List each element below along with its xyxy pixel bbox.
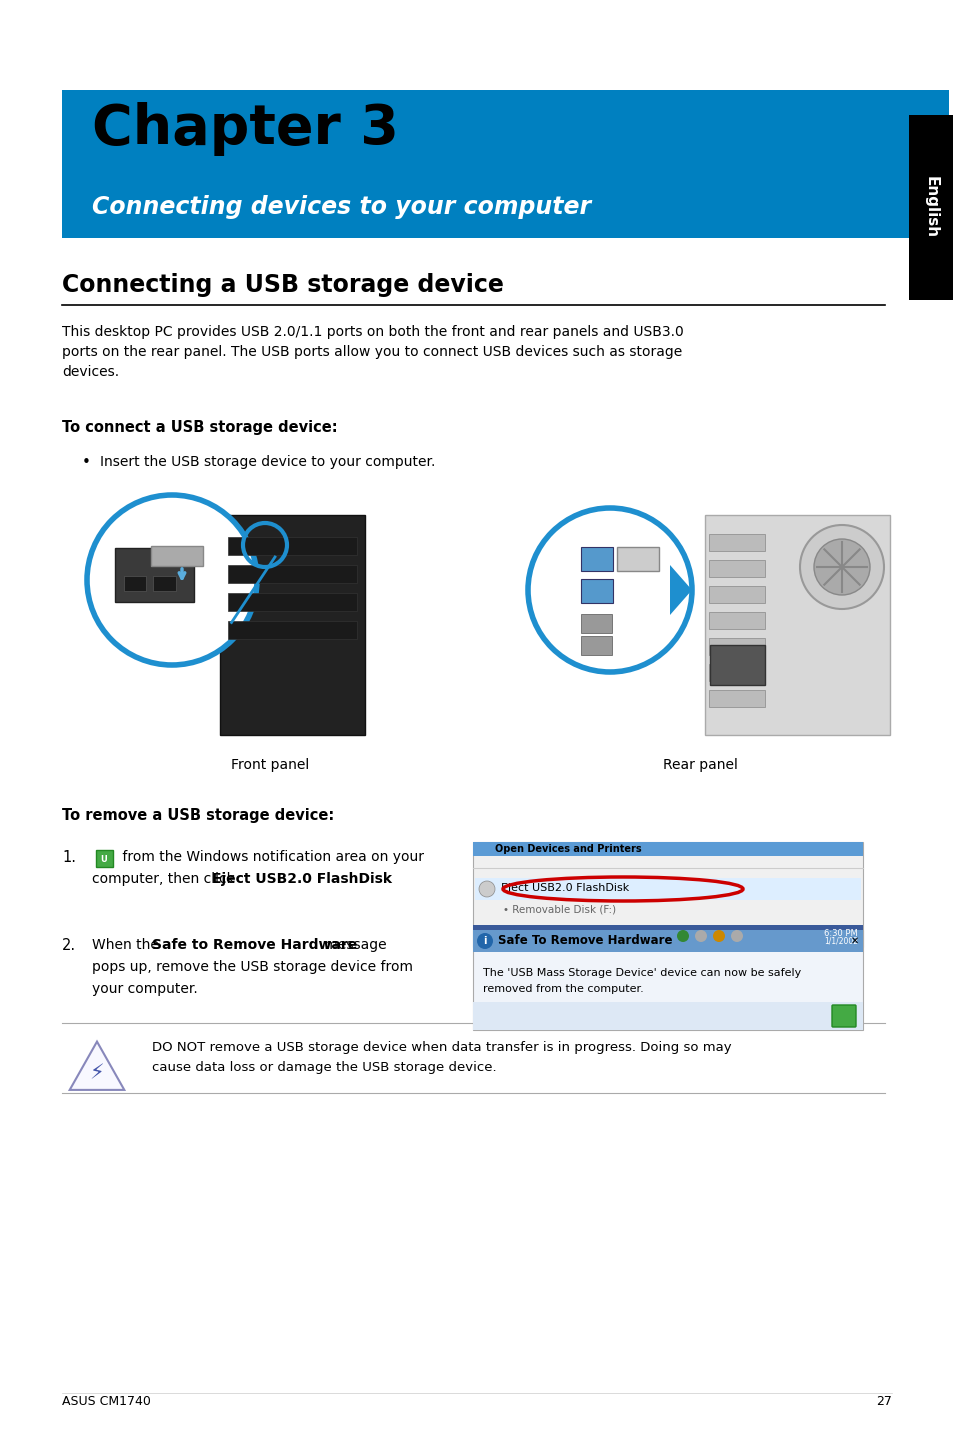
FancyBboxPatch shape bbox=[228, 621, 356, 638]
Text: When the: When the bbox=[91, 938, 163, 952]
Text: DO NOT remove a USB storage device when data transfer is in progress. Doing so m: DO NOT remove a USB storage device when … bbox=[152, 1041, 731, 1054]
Text: • Removable Disk (F:): • Removable Disk (F:) bbox=[502, 905, 616, 915]
FancyBboxPatch shape bbox=[709, 611, 764, 628]
FancyBboxPatch shape bbox=[709, 689, 764, 706]
Text: Safe To Remove Hardware: Safe To Remove Hardware bbox=[497, 935, 672, 948]
FancyBboxPatch shape bbox=[581, 636, 612, 654]
FancyBboxPatch shape bbox=[709, 663, 764, 680]
Text: The 'USB Mass Storage Device' device can now be safely: The 'USB Mass Storage Device' device can… bbox=[482, 968, 801, 978]
Circle shape bbox=[712, 930, 724, 942]
Text: Eject USB2.0 FlashDisk: Eject USB2.0 FlashDisk bbox=[500, 883, 629, 893]
FancyBboxPatch shape bbox=[473, 925, 862, 948]
FancyBboxPatch shape bbox=[151, 546, 203, 567]
FancyBboxPatch shape bbox=[908, 115, 953, 301]
Circle shape bbox=[476, 933, 493, 949]
Text: Connecting devices to your computer: Connecting devices to your computer bbox=[91, 196, 591, 219]
Circle shape bbox=[527, 508, 691, 672]
Text: Eject USB2.0 FlashDisk: Eject USB2.0 FlashDisk bbox=[212, 871, 392, 886]
Text: .: . bbox=[359, 871, 364, 886]
FancyBboxPatch shape bbox=[831, 1005, 855, 1027]
Text: To remove a USB storage device:: To remove a USB storage device: bbox=[62, 808, 334, 823]
Circle shape bbox=[478, 881, 495, 897]
Text: To connect a USB storage device:: To connect a USB storage device: bbox=[62, 420, 337, 436]
Text: Chapter 3: Chapter 3 bbox=[91, 102, 398, 155]
FancyBboxPatch shape bbox=[709, 533, 764, 551]
FancyBboxPatch shape bbox=[709, 646, 764, 684]
FancyBboxPatch shape bbox=[473, 843, 862, 948]
FancyBboxPatch shape bbox=[115, 548, 193, 603]
Circle shape bbox=[800, 525, 883, 610]
Text: ports on the rear panel. The USB ports allow you to connect USB devices such as : ports on the rear panel. The USB ports a… bbox=[62, 345, 681, 360]
Text: message: message bbox=[319, 938, 386, 952]
FancyBboxPatch shape bbox=[220, 515, 365, 735]
Circle shape bbox=[87, 495, 256, 664]
FancyBboxPatch shape bbox=[704, 515, 889, 735]
FancyBboxPatch shape bbox=[709, 585, 764, 603]
FancyBboxPatch shape bbox=[580, 580, 613, 603]
Text: Connecting a USB storage device: Connecting a USB storage device bbox=[62, 273, 503, 298]
Text: your computer.: your computer. bbox=[91, 982, 197, 997]
Text: from the Windows notification area on your: from the Windows notification area on yo… bbox=[118, 850, 423, 864]
FancyBboxPatch shape bbox=[473, 930, 862, 1030]
FancyBboxPatch shape bbox=[473, 843, 862, 856]
Circle shape bbox=[813, 539, 869, 595]
Text: 2.: 2. bbox=[62, 938, 76, 953]
Text: U: U bbox=[100, 854, 108, 863]
Text: ✕: ✕ bbox=[850, 936, 858, 946]
Text: Front panel: Front panel bbox=[231, 758, 309, 772]
Text: Open Devices and Printers: Open Devices and Printers bbox=[495, 844, 641, 854]
Text: Insert the USB storage device to your computer.: Insert the USB storage device to your co… bbox=[100, 454, 435, 469]
Text: i: i bbox=[483, 936, 486, 946]
Text: 27: 27 bbox=[875, 1395, 891, 1408]
FancyBboxPatch shape bbox=[228, 592, 356, 611]
Text: English: English bbox=[923, 177, 938, 239]
FancyBboxPatch shape bbox=[153, 575, 176, 591]
FancyBboxPatch shape bbox=[709, 637, 764, 654]
Polygon shape bbox=[669, 565, 691, 615]
Text: ASUS CM1740: ASUS CM1740 bbox=[62, 1395, 151, 1408]
FancyBboxPatch shape bbox=[62, 91, 948, 239]
Circle shape bbox=[695, 930, 706, 942]
FancyBboxPatch shape bbox=[709, 559, 764, 577]
Text: removed from the computer.: removed from the computer. bbox=[482, 984, 643, 994]
Text: ⚡: ⚡ bbox=[90, 1063, 104, 1083]
FancyBboxPatch shape bbox=[473, 930, 862, 952]
Circle shape bbox=[677, 930, 688, 942]
FancyBboxPatch shape bbox=[473, 1002, 862, 1030]
Text: Rear panel: Rear panel bbox=[662, 758, 737, 772]
Text: 1.: 1. bbox=[62, 850, 76, 866]
FancyBboxPatch shape bbox=[96, 850, 112, 867]
Text: Safe to Remove Hardware: Safe to Remove Hardware bbox=[152, 938, 356, 952]
Circle shape bbox=[730, 930, 742, 942]
Text: cause data loss or damage the USB storage device.: cause data loss or damage the USB storag… bbox=[152, 1061, 497, 1074]
Text: 6:30 PM: 6:30 PM bbox=[823, 929, 857, 938]
Text: devices.: devices. bbox=[62, 365, 119, 380]
FancyBboxPatch shape bbox=[228, 536, 356, 555]
Text: This desktop PC provides USB 2.0/1.1 ports on both the front and rear panels and: This desktop PC provides USB 2.0/1.1 por… bbox=[62, 325, 683, 339]
Text: •: • bbox=[82, 454, 91, 470]
Text: 1/1/2002: 1/1/2002 bbox=[823, 936, 857, 946]
FancyBboxPatch shape bbox=[580, 546, 613, 571]
FancyBboxPatch shape bbox=[475, 879, 861, 900]
Polygon shape bbox=[70, 1041, 124, 1090]
FancyBboxPatch shape bbox=[228, 565, 356, 582]
FancyBboxPatch shape bbox=[617, 546, 659, 571]
Text: computer, then click: computer, then click bbox=[91, 871, 239, 886]
FancyBboxPatch shape bbox=[123, 575, 147, 591]
Text: pops up, remove the USB storage device from: pops up, remove the USB storage device f… bbox=[91, 961, 413, 974]
FancyBboxPatch shape bbox=[581, 614, 612, 633]
